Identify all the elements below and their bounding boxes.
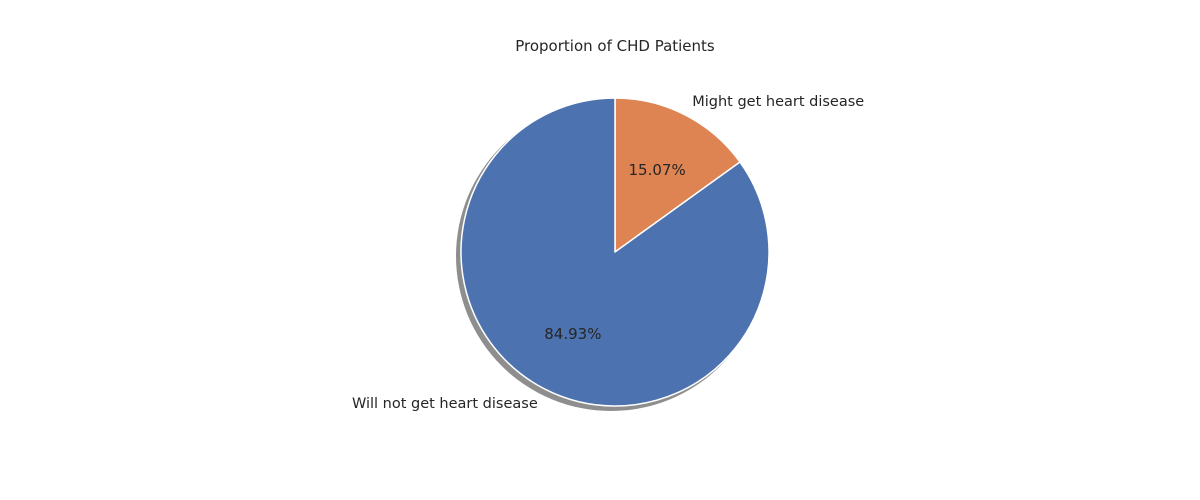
pie-labels: 15.07% Might get heart disease 84.93% Will … xyxy=(352,94,864,412)
chart-title: Proportion of CHD Patients xyxy=(515,37,715,55)
pie-slice-0 xyxy=(614,97,741,253)
pie-slice-1 xyxy=(460,97,770,407)
pie-slice-value-label-0: 15.07% xyxy=(629,161,686,179)
pie-slices xyxy=(460,97,770,407)
pie-slice-category-label-0: Might get heart disease xyxy=(692,94,864,110)
pie-slice-category-label-1: Will not get heart disease xyxy=(352,396,538,412)
pie-slice-value-label-1: 84.93% xyxy=(544,325,601,343)
